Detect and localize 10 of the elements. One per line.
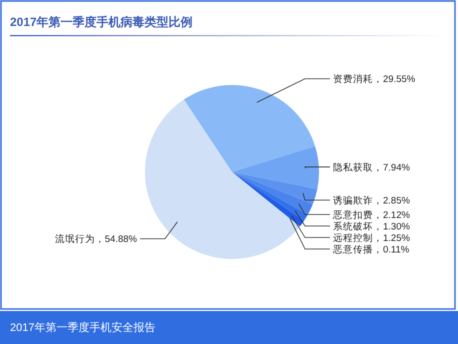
slice-label: 系统破坏，1.30% [333, 220, 410, 233]
slice-label: 恶意传播，0.11% [332, 244, 410, 256]
text: 2017年第一季度手机安全报告 [10, 321, 156, 334]
slice-label: 流氓行为，54.88% [54, 233, 138, 246]
slice-label: 恶意扣费，2.12% [332, 209, 410, 222]
chart-title: 2017年第一季度手机病毒类型比例 [10, 15, 193, 29]
slice-label: 资费消耗，29.55% [333, 73, 416, 86]
slice-label: 远程控制，1.25% [333, 232, 410, 244]
slice-label: 隐私获取，7.94% [333, 161, 410, 174]
slice-label: 诱骗欺诈，2.85% [333, 194, 410, 207]
